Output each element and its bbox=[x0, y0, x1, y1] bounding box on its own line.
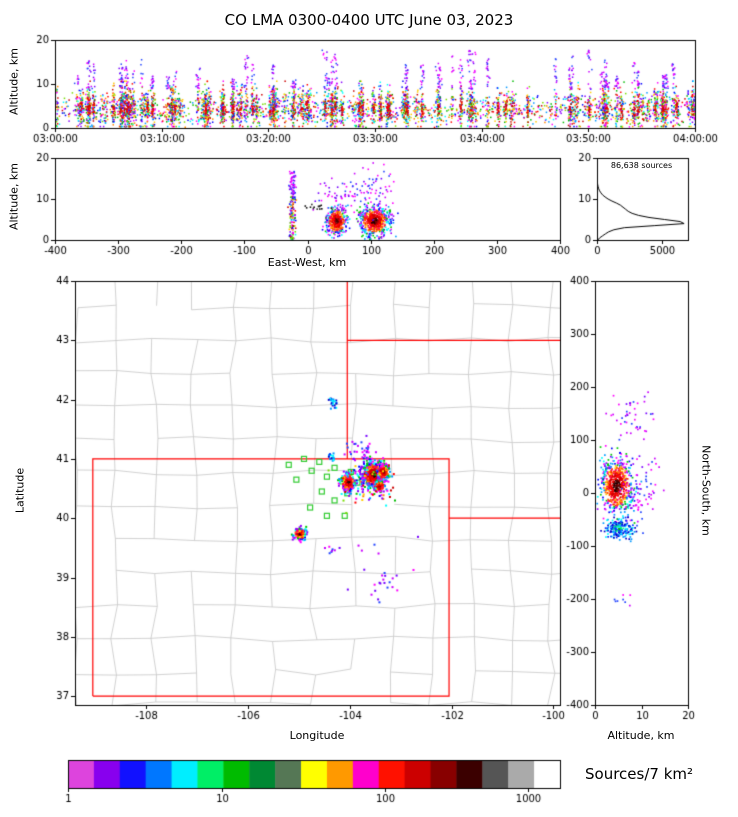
ew-panel-x-axis-label: East-West, km bbox=[267, 256, 347, 269]
colorbar-label: Sources/7 km² bbox=[585, 765, 694, 783]
ew-panel-y-axis-label: Altitude, km bbox=[7, 162, 21, 231]
map-x-axis-label: Longitude bbox=[289, 729, 345, 742]
figure-title: CO LMA 0300-0400 UTC June 03, 2023 bbox=[224, 11, 514, 29]
ns-panel-y-axis-label: North-South, km bbox=[699, 445, 713, 536]
ns-panel-x-axis-label: Altitude, km bbox=[607, 729, 675, 742]
map-y-axis-label: Latitude bbox=[13, 467, 27, 514]
sources-count-annotation: 86,638 sources bbox=[610, 161, 673, 170]
